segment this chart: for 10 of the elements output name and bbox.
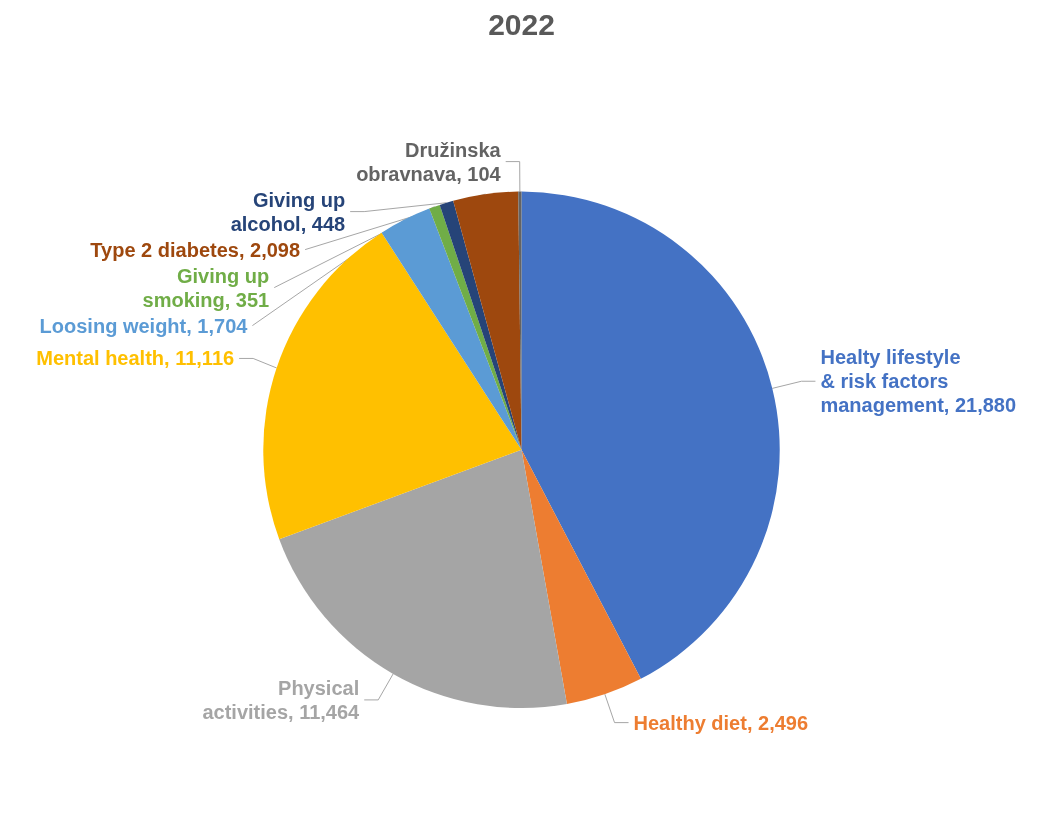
slice-label: Giving up smoking, 351 [142, 264, 270, 311]
slice-label: Healthy diet, 2,496 [633, 711, 809, 734]
slice-label: Loosing weight, 1,704 [39, 314, 249, 337]
slice-label: Healty lifestyle & risk factors management, 21,880 [820, 346, 1017, 417]
chart-title: 2022 [488, 7, 555, 41]
slice-label: Mental health, 11,116 [36, 347, 235, 370]
slice-label: Type 2 diabetes, 2,098 [90, 238, 301, 261]
slice-label: Giving up alcohol, 448 [230, 188, 346, 235]
slice-label: Družinska obravnava, 104 [356, 138, 502, 185]
slice-label: Physical activities, 11,464 [202, 676, 361, 723]
